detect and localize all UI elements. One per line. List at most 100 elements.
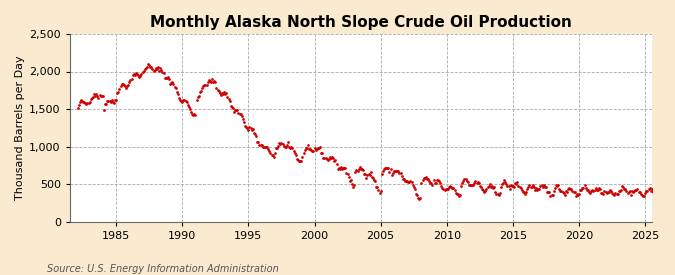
Point — [433, 178, 443, 183]
Point — [431, 180, 441, 185]
Point — [248, 127, 259, 132]
Point — [290, 153, 301, 158]
Point — [286, 145, 297, 149]
Point — [423, 177, 433, 182]
Point — [387, 170, 398, 175]
Point — [375, 189, 386, 194]
Point — [393, 169, 404, 174]
Point — [158, 71, 169, 75]
Point — [184, 104, 194, 109]
Point — [647, 189, 658, 194]
Point — [416, 181, 427, 186]
Point — [330, 158, 341, 162]
Point — [598, 192, 609, 197]
Point — [325, 156, 336, 160]
Point — [200, 82, 211, 87]
Point — [503, 183, 514, 188]
Point — [394, 170, 405, 175]
Point — [159, 76, 170, 80]
Point — [628, 190, 639, 194]
Point — [142, 62, 153, 67]
Point — [203, 78, 214, 82]
Point — [562, 190, 572, 194]
Point — [502, 184, 513, 188]
Point — [253, 140, 264, 144]
Point — [495, 185, 506, 190]
Point — [313, 146, 324, 150]
Point — [385, 167, 396, 172]
Point — [304, 147, 315, 151]
Point — [281, 143, 292, 147]
Point — [217, 92, 228, 96]
Point — [294, 159, 304, 163]
Point — [196, 89, 207, 93]
Point — [363, 172, 374, 176]
Point — [551, 183, 562, 188]
Point — [429, 181, 440, 185]
Point — [462, 180, 473, 185]
Y-axis label: Thousand Barrels per Day: Thousand Barrels per Day — [15, 56, 25, 200]
Point — [533, 186, 543, 191]
Point — [281, 145, 292, 150]
Point — [607, 191, 618, 196]
Point — [452, 192, 462, 196]
Point — [177, 100, 188, 104]
Point — [458, 178, 468, 183]
Point — [381, 166, 392, 170]
Point — [170, 86, 181, 90]
Point — [506, 183, 517, 188]
Point — [192, 94, 203, 99]
Point — [414, 197, 425, 201]
Point — [196, 86, 207, 90]
Point — [595, 187, 605, 192]
Point — [259, 144, 270, 149]
Point — [333, 165, 344, 170]
Point — [91, 92, 102, 96]
Point — [90, 94, 101, 98]
Point — [297, 154, 308, 159]
Point — [225, 104, 236, 108]
Point — [634, 190, 645, 194]
Point — [583, 188, 593, 192]
Point — [490, 190, 501, 195]
Point — [92, 94, 103, 98]
Point — [163, 77, 174, 81]
Point — [650, 192, 661, 197]
Point — [331, 162, 342, 166]
Point — [122, 84, 132, 89]
Point — [645, 188, 656, 193]
Point — [332, 167, 343, 171]
Point — [379, 167, 389, 171]
Point — [617, 184, 628, 188]
Point — [186, 110, 196, 115]
Point — [338, 166, 348, 170]
Point — [408, 185, 419, 189]
Point — [76, 99, 87, 104]
Point — [501, 182, 512, 186]
Point — [82, 101, 93, 105]
Point — [95, 92, 105, 97]
Point — [443, 185, 454, 189]
Point — [447, 186, 458, 190]
Point — [256, 142, 267, 147]
Point — [481, 187, 492, 192]
Point — [220, 92, 231, 97]
Point — [497, 180, 508, 185]
Point — [184, 107, 195, 112]
Point — [641, 189, 651, 194]
Point — [298, 151, 309, 155]
Point — [642, 189, 653, 194]
Point — [593, 188, 603, 192]
Point — [81, 102, 92, 106]
Point — [494, 191, 505, 195]
Point — [622, 191, 633, 195]
Point — [601, 191, 612, 195]
Point — [644, 185, 655, 190]
Point — [391, 169, 402, 174]
Point — [340, 166, 351, 170]
Point — [428, 178, 439, 183]
Point — [652, 194, 663, 198]
Point — [328, 156, 339, 161]
Point — [435, 181, 446, 185]
Point — [104, 99, 115, 103]
